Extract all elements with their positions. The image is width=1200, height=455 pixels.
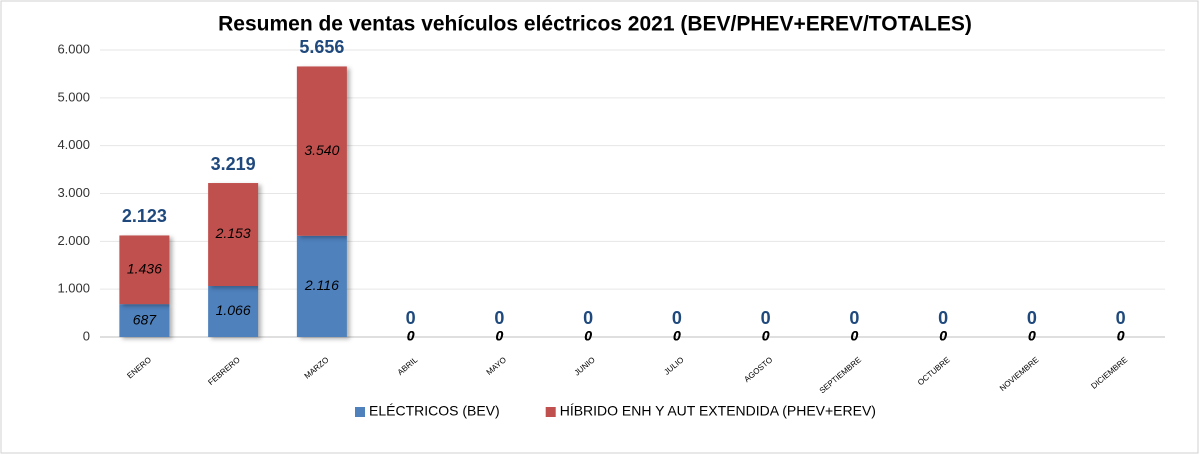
segment-label: 0: [495, 328, 503, 344]
total-label: 0: [583, 308, 593, 328]
segment-label: 0: [673, 328, 681, 344]
y-tick-label: 3.000: [57, 185, 90, 200]
segment-label: 0: [762, 328, 770, 344]
y-tick-label: 0: [83, 328, 90, 343]
legend-swatch: [355, 407, 365, 417]
segment-label: 0: [762, 328, 770, 344]
legend-label: ELÉCTRICOS (BEV): [369, 403, 500, 419]
segment-label: 687: [133, 311, 158, 327]
y-tick-label: 1.000: [57, 281, 90, 296]
segment-label: 0: [939, 328, 947, 344]
segment-label: 0: [584, 328, 592, 344]
total-label: 0: [1027, 308, 1037, 328]
legend-label: HÍBRIDO ENH Y AUT EXTENDIDA (PHEV+EREV): [560, 403, 876, 419]
segment-label: 0: [407, 328, 415, 344]
segment-label: 0: [1028, 328, 1036, 344]
segment-label: 0: [850, 328, 858, 344]
segment-label: 0: [584, 328, 592, 344]
segment-label: 0: [673, 328, 681, 344]
total-label: 0: [1116, 308, 1126, 328]
bar-segment: [208, 183, 259, 287]
bar-segment: [296, 235, 347, 337]
segment-label: 1.066: [216, 302, 251, 318]
segment-label: 0: [1117, 328, 1125, 344]
total-label: 5.656: [299, 37, 344, 57]
total-label: 0: [849, 308, 859, 328]
chart-title: Resumen de ventas vehículos eléctricos 2…: [218, 13, 972, 36]
bar-segment: [296, 66, 347, 236]
segment-label: 1.436: [127, 260, 162, 276]
segment-label: 2.153: [215, 225, 251, 241]
total-label: 0: [761, 308, 771, 328]
segment-label: 0: [1028, 328, 1036, 344]
segment-label: 0: [495, 328, 503, 344]
total-label: 0: [494, 308, 504, 328]
total-label: 2.123: [122, 206, 167, 226]
legend-swatch: [545, 407, 556, 417]
segment-label: 0: [407, 328, 415, 344]
y-tick-label: 4.000: [57, 137, 90, 152]
bar-segment: [119, 235, 170, 305]
segment-label: 0: [850, 328, 858, 344]
total-label: 3.219: [211, 154, 256, 174]
total-label: 0: [938, 308, 948, 328]
segment-label: 0: [939, 328, 947, 344]
y-tick-label: 5.000: [57, 89, 90, 104]
segment-label: 0: [1117, 328, 1125, 344]
segment-label: 2.116: [304, 277, 339, 293]
y-tick-label: 2.000: [57, 233, 90, 248]
bar-segment: [119, 304, 170, 337]
bar-segment: [208, 286, 259, 337]
y-tick-label: 6.000: [57, 41, 90, 56]
total-label: 0: [672, 308, 682, 328]
total-label: 0: [406, 308, 416, 328]
segment-label: 3.540: [304, 142, 339, 158]
